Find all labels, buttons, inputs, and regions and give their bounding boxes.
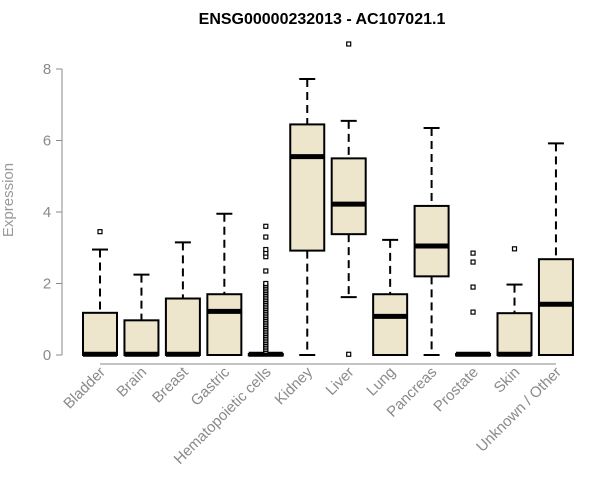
outlier-point — [263, 223, 269, 229]
box — [413, 204, 450, 278]
x-tick-label: Skin — [491, 364, 524, 397]
outlier-point — [470, 259, 476, 265]
box — [206, 293, 243, 357]
y-axis-label: Expression — [0, 163, 17, 237]
x-tick-label: Liver — [323, 364, 358, 399]
outlier-point — [511, 246, 518, 252]
x-tick-label: Kidney — [272, 363, 317, 408]
box — [82, 311, 118, 357]
y-tick-label: 4 — [43, 204, 51, 221]
y-tick-label: 2 — [43, 276, 51, 293]
outlier-point — [263, 280, 269, 287]
x-tick-label: Bladder — [60, 364, 109, 413]
y-tick-label: 0 — [43, 347, 51, 364]
chart-title: ENSG00000232013 - AC107021.1 — [199, 11, 446, 28]
outlier-point — [470, 284, 476, 290]
outlier-point — [470, 250, 476, 256]
outlier-point — [263, 268, 269, 274]
outlier-point — [97, 229, 103, 235]
outlier-point — [263, 246, 269, 253]
outlier-point — [470, 309, 476, 315]
box — [537, 258, 574, 356]
outlier-point — [346, 351, 352, 357]
box — [330, 157, 367, 236]
x-tick-label: Prostate — [430, 364, 482, 416]
box — [372, 293, 409, 357]
box — [289, 123, 326, 252]
y-tick-label: 8 — [43, 61, 51, 78]
x-tick-label: Breast — [149, 363, 192, 406]
outlier-point — [346, 41, 352, 47]
outlier-point — [263, 234, 269, 240]
box — [123, 319, 160, 357]
box — [164, 297, 201, 357]
y-tick-label: 6 — [43, 133, 51, 150]
box — [496, 312, 533, 356]
x-tick-label: Lung — [363, 364, 399, 400]
x-tick-label: Brain — [113, 364, 150, 401]
